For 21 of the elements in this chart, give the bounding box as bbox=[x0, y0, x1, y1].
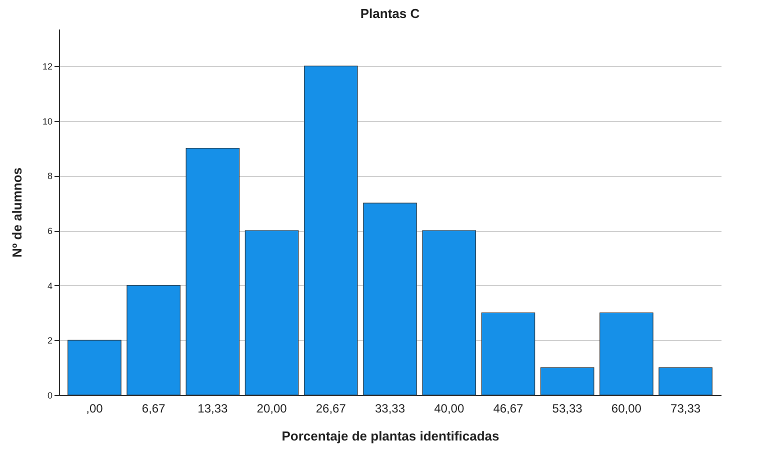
x-axis-title: Porcentaje de plantas identificadas bbox=[282, 428, 500, 444]
x-tick-label: 33,33 bbox=[374, 402, 406, 416]
y-tick-label: 6 bbox=[47, 226, 52, 236]
y-tick-label: 10 bbox=[42, 116, 52, 126]
x-tick-label: 6,67 bbox=[142, 402, 166, 416]
x-tick-label: ,00 bbox=[86, 402, 104, 416]
x-tick-label: 46,67 bbox=[493, 402, 524, 416]
y-tick-label: 4 bbox=[47, 280, 52, 291]
y-tick-label: 8 bbox=[47, 171, 52, 182]
x-tick-label: 73,33 bbox=[670, 402, 701, 416]
y-axis-title: Nº de alumnos bbox=[9, 168, 24, 258]
x-tick-label: 13,33 bbox=[198, 402, 228, 416]
y-tick-label: 12 bbox=[42, 62, 52, 72]
y-tick-label: 0 bbox=[47, 390, 52, 400]
chart-title: Plantas C bbox=[360, 6, 420, 21]
y-tick-label: 2 bbox=[47, 336, 52, 346]
x-tick-label: 20,00 bbox=[256, 402, 288, 416]
x-tick-label: 26,67 bbox=[316, 402, 346, 416]
x-tick-label: 60,00 bbox=[611, 402, 642, 416]
x-tick-label: 40,00 bbox=[434, 402, 464, 416]
x-tick-label: 53,33 bbox=[552, 402, 583, 416]
